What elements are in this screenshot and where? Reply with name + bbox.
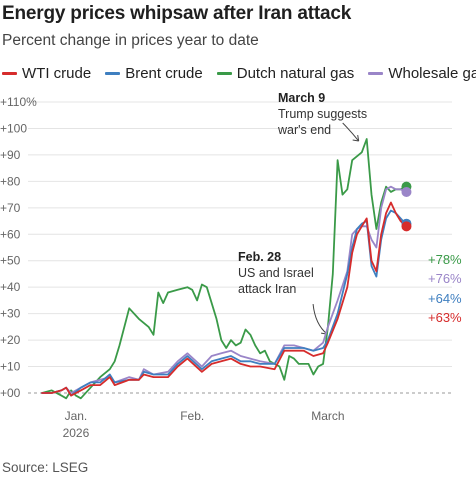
legend-item-wti: WTI crude xyxy=(2,65,91,82)
legend-label-dutch-gas: Dutch natural gas xyxy=(236,64,355,82)
annotation-feb-28-line-1: US and Israel xyxy=(238,266,314,280)
y-tick-label-30: +30 xyxy=(0,307,21,321)
legend: WTI crude Brent crude Dutch natural gas … xyxy=(2,62,476,84)
series-line-wholesale-gas xyxy=(41,185,407,394)
chart-subtitle: Percent change in prices year to date xyxy=(2,32,259,49)
legend-swatch-dutch-gas xyxy=(216,71,232,75)
legend-label-brent: Brent crude xyxy=(125,64,203,82)
y-tick-label-10: +10 xyxy=(0,360,21,374)
legend-item-dutch-gas: Dutch natural gas xyxy=(216,64,355,82)
y-tick-label-80: +80 xyxy=(0,174,21,188)
x-tick-label-march: March xyxy=(311,409,344,423)
x-tick-label-feb: Feb. xyxy=(180,409,204,423)
y-tick-label-100: +100 xyxy=(0,121,27,135)
series-line-dutch-gas xyxy=(41,138,407,400)
end-label-wholesale-gas: +76% xyxy=(428,271,462,286)
end-point-wholesale-gas xyxy=(401,186,412,197)
annotation-march-9-line-2: war's end xyxy=(277,123,331,137)
annotation-feb-28: Feb. 28 US and Israel attack Iran xyxy=(238,250,328,335)
legend-item-wholesale-gas: Wholesale gas xyxy=(368,65,476,82)
legend-swatch-wholesale-gas xyxy=(368,71,384,75)
legend-item-brent: Brent crude xyxy=(105,65,203,82)
end-label-wti: +63% xyxy=(428,310,462,325)
annotation-feb-28-arrow xyxy=(312,304,328,335)
legend-swatch-brent xyxy=(105,71,121,75)
annotation-march-9: March 9 Trump suggests war's end xyxy=(277,91,367,142)
end-point-wti xyxy=(401,221,412,232)
annotation-march-9-line-1: Trump suggests xyxy=(278,107,367,121)
y-tick-label-20: +20 xyxy=(0,333,21,347)
annotation-march-9-arrow xyxy=(342,122,360,142)
legend-swatch-wti xyxy=(2,71,17,75)
annotation-feb-28-line-2: attack Iran xyxy=(238,282,296,296)
y-tick-label-50: +50 xyxy=(0,254,21,268)
legend-label-wti: WTI crude xyxy=(22,64,92,82)
legend-label-wholesale-gas: Wholesale gas xyxy=(388,64,476,82)
y-tick-label-40: +40 xyxy=(0,280,21,294)
x-tick-label-jan: Jan. xyxy=(65,409,88,423)
chart-title: Energy prices whipsaw after Iran attack xyxy=(2,3,352,24)
annotation-march-9-arrowhead xyxy=(352,134,360,142)
y-tick-label-60: +60 xyxy=(0,227,21,241)
y-tick-label-90: +90 xyxy=(0,148,21,162)
y-tick-label-110: +110% xyxy=(0,95,37,109)
source-note: Source: LSEG xyxy=(2,460,89,475)
annotation-march-9-title: March 9 xyxy=(278,91,325,105)
y-tick-label-0: +00 xyxy=(0,386,21,400)
line-chart: +00 +10 +20 +30 +40 +50 +60 +70 +80 +90 +100 +110% J… xyxy=(0,91,462,440)
end-label-dutch-gas: +78% xyxy=(428,252,462,267)
annotation-feb-28-title: Feb. 28 xyxy=(238,250,281,264)
end-label-brent: +64% xyxy=(428,291,462,306)
series-line-wti xyxy=(41,201,407,397)
x-tick-sublabel-2026: 2026 xyxy=(63,426,90,440)
y-tick-label-70: +70 xyxy=(0,201,21,215)
